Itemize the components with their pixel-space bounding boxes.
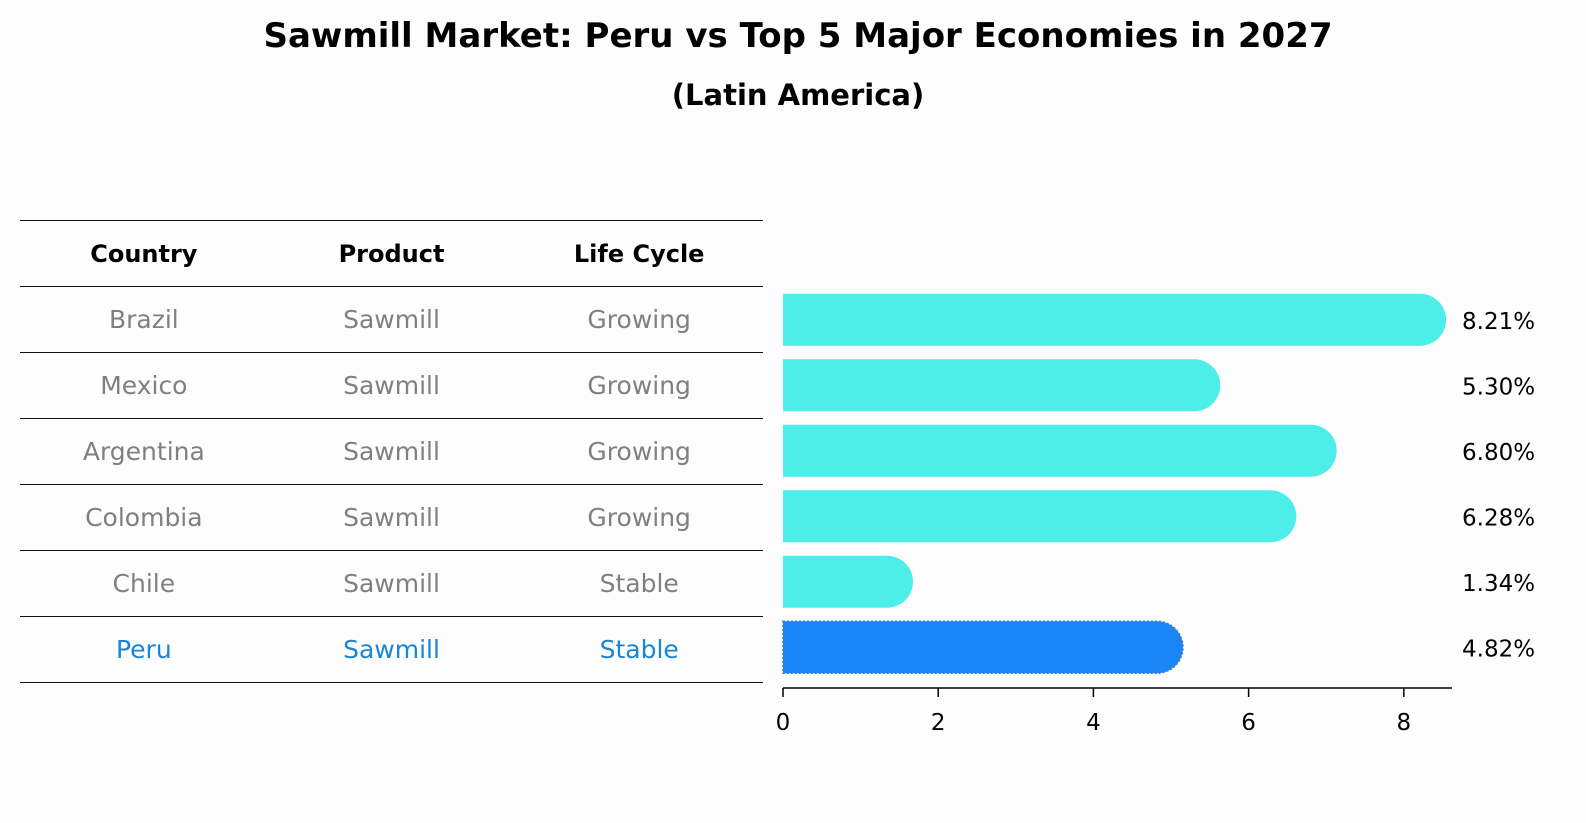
bar-peru — [782, 620, 1184, 674]
value-label-brazil: 8.21% — [1462, 309, 1535, 335]
bar-chile — [783, 555, 913, 608]
table-row: Brazil Sawmill Growing — [20, 286, 763, 352]
table-header-row: Country Product Life Cycle — [20, 220, 763, 286]
cell-life-cycle: Stable — [599, 635, 679, 664]
cell-country: Mexico — [100, 371, 188, 400]
x-tick-label: 2 — [931, 710, 946, 736]
x-tick-label: 4 — [1086, 710, 1101, 736]
table-row: Chile Sawmill Stable — [20, 550, 763, 616]
cell-country: Brazil — [108, 305, 179, 334]
bar-colombia — [783, 490, 1297, 543]
table-row-highlighted: Peru Sawmill Stable — [20, 616, 763, 683]
bar-argentina — [783, 424, 1337, 477]
cell-product: Sawmill — [343, 305, 440, 334]
value-label-peru: 4.82% — [1462, 636, 1535, 662]
data-table: Country Product Life Cycle Brazil Sawmil… — [20, 220, 763, 683]
x-tick-label: 6 — [1241, 710, 1256, 736]
x-tick-label: 8 — [1396, 710, 1411, 736]
cell-country: Peru — [115, 635, 172, 664]
cell-product: Sawmill — [343, 437, 440, 466]
cell-life-cycle: Growing — [587, 305, 691, 334]
cell-product: Sawmill — [343, 371, 440, 400]
cell-life-cycle: Stable — [599, 569, 679, 598]
cell-life-cycle: Growing — [587, 503, 691, 532]
cell-country: Colombia — [85, 503, 203, 532]
header-life-cycle: Life Cycle — [573, 239, 705, 268]
cell-product: Sawmill — [343, 569, 440, 598]
bar-mexico — [783, 359, 1221, 412]
table-row: Mexico Sawmill Growing — [20, 352, 763, 418]
header-country: Country — [90, 239, 198, 268]
value-label-chile: 1.34% — [1462, 571, 1535, 597]
bar-brazil — [783, 293, 1447, 346]
cell-country: Chile — [112, 569, 176, 598]
cell-life-cycle: Growing — [587, 437, 691, 466]
value-label-argentina: 6.80% — [1462, 440, 1535, 466]
cell-life-cycle: Growing — [587, 371, 691, 400]
chart-title: Sawmill Market: Peru vs Top 5 Major Econ… — [263, 16, 1333, 56]
value-label-mexico: 5.30% — [1462, 374, 1535, 400]
value-label-colombia: 6.28% — [1462, 505, 1535, 531]
cell-product: Sawmill — [343, 635, 440, 664]
cell-country: Argentina — [82, 437, 205, 466]
header-product: Product — [338, 239, 445, 268]
table-row: Colombia Sawmill Growing — [20, 484, 763, 550]
cell-product: Sawmill — [343, 503, 440, 532]
x-tick-label: 0 — [776, 710, 791, 736]
chart-subtitle: (Latin America) — [671, 78, 925, 112]
table-row: Argentina Sawmill Growing — [20, 418, 763, 484]
